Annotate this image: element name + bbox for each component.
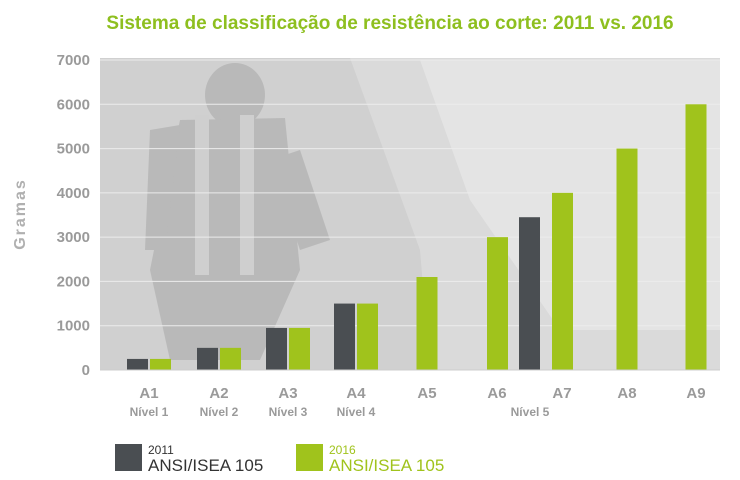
level-labels: Nível 1 Nível 2 Nível 3 Nível 4 Nível 5	[130, 405, 550, 419]
level-label: Nível 2	[200, 405, 239, 419]
legend-standard-2016: ANSI/ISEA 105	[329, 456, 444, 475]
bar-2011-a3	[266, 327, 287, 370]
bar-2011-a1	[127, 358, 148, 370]
y-tick-label: 7000	[57, 52, 90, 69]
y-tick-label: 5000	[57, 141, 90, 158]
bar-2016-a5	[416, 277, 438, 370]
bar-2011-a2	[197, 347, 218, 370]
bar-2016-a8	[616, 148, 638, 370]
y-tick-label: 2000	[57, 273, 90, 290]
bar-2011-a4	[334, 303, 355, 370]
legend-year-2016: 2016	[329, 443, 356, 457]
x-tick-label: A3	[278, 385, 297, 402]
x-ticks: A1 A2 A3 A4 A5 A6 A7 A8 A9	[139, 385, 705, 402]
x-tick-label: A1	[139, 385, 158, 402]
y-tick-label: 4000	[57, 185, 90, 202]
legend-standard-2011: ANSI/ISEA 105	[148, 456, 263, 475]
y-tick-label: 0	[82, 362, 90, 379]
bar-2016-a9	[685, 104, 707, 371]
legend-swatch-2016	[296, 444, 323, 471]
legend-item-2016: 2016 ANSI/ISEA 105	[296, 443, 444, 475]
bar-2016-a7	[552, 192, 573, 370]
y-ticks: 0 1000 2000 3000 4000 5000 6000 7000	[57, 52, 720, 379]
bar-2011-a7	[519, 217, 540, 370]
x-tick-label: A6	[487, 385, 506, 402]
legend-year-2011: 2011	[148, 443, 174, 457]
x-tick-label: A2	[209, 385, 228, 402]
legend-item-2011: 2011 ANSI/ISEA 105	[115, 443, 263, 475]
chart-title: Sistema de classificação de resistência …	[106, 13, 673, 34]
x-tick-label: A4	[346, 385, 366, 402]
bar-2016-a4	[357, 303, 378, 370]
x-tick-label: A9	[686, 385, 705, 402]
legend-swatch-2011	[115, 444, 142, 471]
bar-2016-a3	[289, 327, 310, 370]
bar-2016-a6	[487, 237, 508, 370]
worker-figure	[145, 63, 330, 360]
bar-2016-a1	[150, 358, 171, 370]
y-axis-label: Gramas	[12, 178, 29, 250]
bars	[100, 104, 720, 371]
level-label: Nível 4	[337, 405, 376, 419]
y-tick-label: 3000	[57, 229, 90, 246]
background-photo	[100, 58, 720, 370]
legend: 2011 ANSI/ISEA 105 2016 ANSI/ISEA 105	[115, 443, 444, 475]
bar-2016-a2	[220, 347, 241, 370]
level-label: Nível 1	[130, 405, 169, 419]
y-tick-label: 6000	[57, 96, 90, 113]
x-tick-label: A7	[552, 385, 571, 402]
x-tick-label: A5	[417, 385, 436, 402]
level-label: Nível 3	[269, 405, 308, 419]
level-label: Nível 5	[511, 405, 550, 419]
y-tick-label: 1000	[57, 318, 90, 335]
vest-stripes	[195, 115, 254, 275]
x-tick-label: A8	[617, 385, 636, 402]
